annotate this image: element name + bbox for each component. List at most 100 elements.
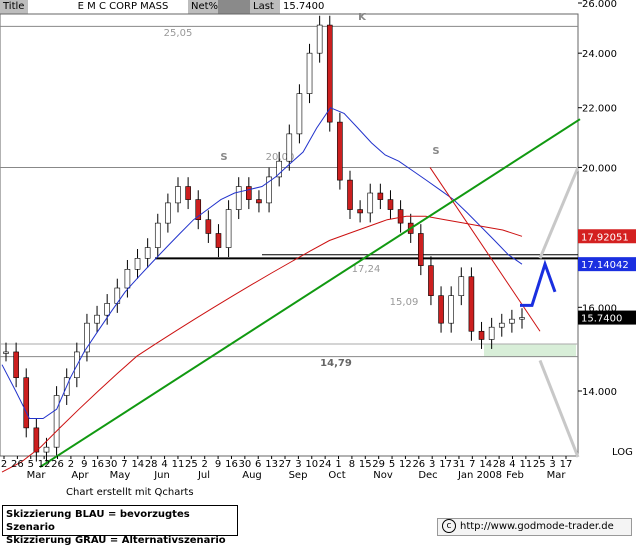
x-tick-label: 3 <box>429 459 435 470</box>
candle-body <box>316 24 323 54</box>
x-tick-label: 25 <box>533 459 546 470</box>
last-value: 15.7400 <box>280 0 328 14</box>
candle-body <box>235 186 242 210</box>
scenario-legend: Skizzierung BLAU = bevorzugtes Szenario … <box>2 505 238 546</box>
month-label: Oct <box>328 470 345 481</box>
scenario-blue <box>520 259 557 307</box>
candle-body <box>84 322 90 353</box>
candle-body <box>498 322 505 328</box>
chart-credit: Chart erstellt mit Qcharts <box>66 487 194 498</box>
copyright-icon: c <box>442 519 456 533</box>
candle-body <box>478 330 485 340</box>
candle-body <box>256 199 262 204</box>
candle-body <box>175 186 181 204</box>
level-label: 25,05 <box>164 28 193 39</box>
ma-fast-line <box>1 107 523 419</box>
candle-body <box>347 179 353 210</box>
pattern-label: K <box>358 12 367 23</box>
candle-body <box>296 93 303 135</box>
candle-body <box>306 52 313 94</box>
y-scale-label: LOG <box>612 447 633 458</box>
x-tick-label: 26 <box>11 459 24 470</box>
x-tick-label: 30 <box>105 459 118 470</box>
uptrend-line <box>39 118 581 468</box>
candle-body <box>448 295 454 324</box>
candle-body <box>43 446 50 453</box>
candle-body <box>53 395 60 448</box>
x-tick-label: 14 <box>479 459 492 470</box>
chart-header: Title E M C CORP MASS Net% Last 15.7400 <box>0 0 328 14</box>
support-band <box>484 344 576 357</box>
month-label: Mar <box>547 470 567 481</box>
level-label: 17,24 <box>352 264 381 275</box>
x-tick-label: 7 <box>469 459 475 470</box>
x-tick-label: 16 <box>225 459 238 470</box>
y-tick-label: 14.000 <box>582 387 617 398</box>
y-tick-label: 22.000 <box>582 104 617 115</box>
x-tick-label: 11 <box>172 459 185 470</box>
scenario-gray-down <box>538 359 580 458</box>
x-tick-label: 24 <box>319 459 332 470</box>
candle-body <box>428 265 434 296</box>
ma-slow-line <box>1 215 523 473</box>
level-label: 15,09 <box>390 297 419 308</box>
candle-body <box>286 133 293 162</box>
x-tick-label: 15 <box>359 459 372 470</box>
candle-body <box>124 269 131 289</box>
month-label: Aug <box>242 470 262 481</box>
month-label: Nov <box>373 470 393 481</box>
x-tick-label: 26 <box>51 459 64 470</box>
x-tick-label: 31 <box>453 459 466 470</box>
month-label: Sep <box>289 470 308 481</box>
pattern-label: S <box>432 146 439 157</box>
candle-body <box>519 317 525 320</box>
source-link[interactable]: c http://www.godmode-trader.de <box>437 518 632 536</box>
candle-body <box>367 192 374 214</box>
symbol-name: E M C CORP MASS <box>28 0 188 14</box>
x-tick-label: 2 <box>68 459 74 470</box>
level-label: 14,79 <box>320 358 352 369</box>
plot-area <box>0 13 579 457</box>
candle-body <box>13 351 19 379</box>
candle-body <box>225 209 232 248</box>
x-tick-label: 4 <box>161 459 167 470</box>
x-tick-label: 5 <box>28 459 34 470</box>
candle-body <box>266 176 272 204</box>
x-tick-label: 5 <box>389 459 395 470</box>
x-tick-label: 3 <box>295 459 301 470</box>
level-badge <box>578 229 636 244</box>
x-tick-label: 29 <box>372 459 385 470</box>
x-tick-label: 28 <box>493 459 506 470</box>
candle-body <box>94 314 100 324</box>
candle-body <box>104 303 110 316</box>
x-tick-label: 12 <box>38 459 51 470</box>
candle-body <box>154 222 161 248</box>
y-tick-label: 16.000 <box>582 303 617 314</box>
x-tick-label: 6 <box>255 459 261 470</box>
month-label: May <box>110 470 131 481</box>
title-label: Title <box>0 0 28 14</box>
x-tick-label: 4 <box>509 459 515 470</box>
candle-body <box>134 258 141 270</box>
x-tick-label: 3 <box>549 459 555 470</box>
level-badge-label: 17.92051 <box>581 232 629 243</box>
candle-body <box>195 199 202 221</box>
x-tick-label: 28 <box>145 459 158 470</box>
candle-body <box>23 377 30 429</box>
candle-body <box>458 276 465 296</box>
x-tick-label: 27 <box>279 459 292 470</box>
x-tick-label: 25 <box>185 459 198 470</box>
candle-body <box>468 276 475 332</box>
month-label: Apr <box>71 470 89 481</box>
legend-blue: Skizzierung BLAU = bevorzugtes Szenario <box>6 509 190 533</box>
x-tick-label: 13 <box>265 459 278 470</box>
candle-body <box>397 209 404 224</box>
month-label: Feb <box>506 470 524 481</box>
x-tick-label: 2 <box>1 459 7 470</box>
x-tick-label: 7 <box>121 459 127 470</box>
x-tick-label: 8 <box>349 459 355 470</box>
level-badge-label: 17.14042 <box>581 260 629 271</box>
x-tick-label: 2 <box>202 459 208 470</box>
y-tick-label: 24.000 <box>582 49 617 60</box>
